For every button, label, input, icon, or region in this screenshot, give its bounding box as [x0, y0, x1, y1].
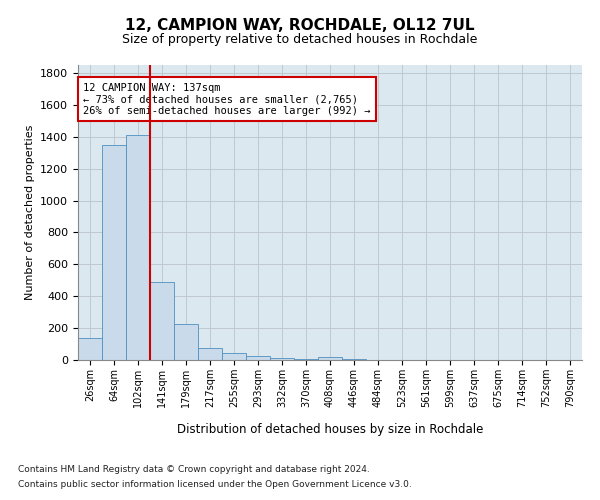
Y-axis label: Number of detached properties: Number of detached properties — [25, 125, 35, 300]
Bar — [126, 135, 150, 360]
Bar — [222, 353, 246, 360]
Text: 12 CAMPION WAY: 137sqm
← 73% of detached houses are smaller (2,765)
26% of semi-: 12 CAMPION WAY: 137sqm ← 73% of detached… — [83, 82, 371, 116]
Bar — [294, 359, 318, 360]
Bar — [198, 348, 222, 360]
Bar — [246, 356, 270, 360]
Text: 12, CAMPION WAY, ROCHDALE, OL12 7UL: 12, CAMPION WAY, ROCHDALE, OL12 7UL — [125, 18, 475, 32]
Bar — [174, 324, 198, 360]
Bar — [342, 359, 366, 360]
Bar — [78, 338, 102, 360]
Bar — [270, 358, 294, 360]
Bar — [318, 357, 342, 360]
Bar — [150, 282, 174, 360]
Text: Distribution of detached houses by size in Rochdale: Distribution of detached houses by size … — [177, 422, 483, 436]
Bar — [102, 144, 126, 360]
Text: Contains public sector information licensed under the Open Government Licence v3: Contains public sector information licen… — [18, 480, 412, 489]
Text: Contains HM Land Registry data © Crown copyright and database right 2024.: Contains HM Land Registry data © Crown c… — [18, 465, 370, 474]
Text: Size of property relative to detached houses in Rochdale: Size of property relative to detached ho… — [122, 32, 478, 46]
